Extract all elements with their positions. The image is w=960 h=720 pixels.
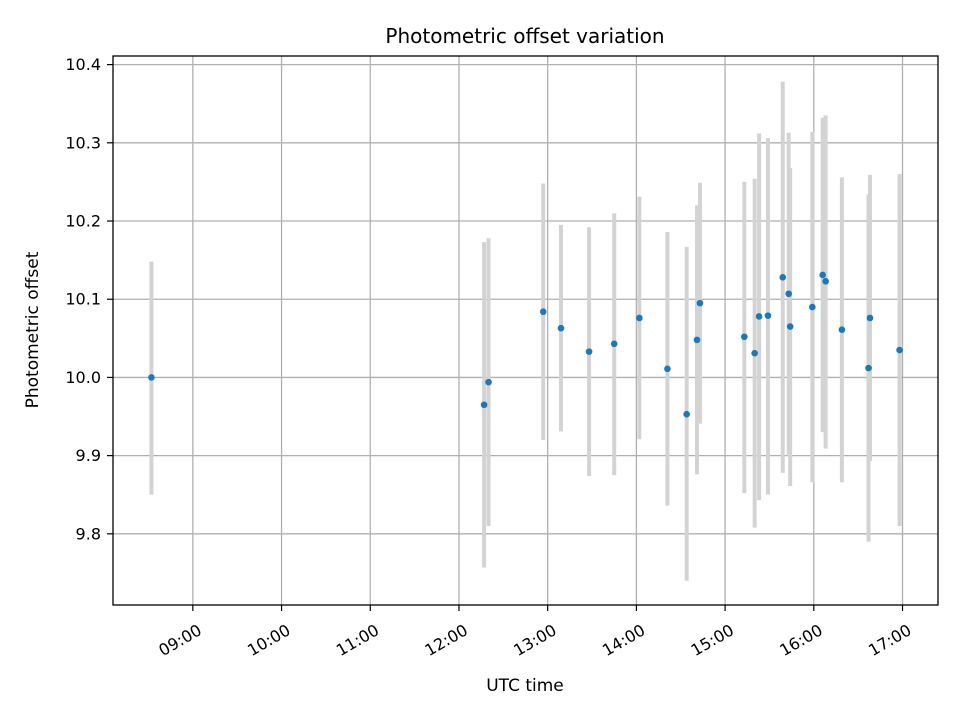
data-point bbox=[865, 364, 872, 372]
data-point bbox=[764, 312, 772, 319]
y-axis-title: Photometric offset bbox=[23, 251, 43, 408]
data-point bbox=[636, 314, 643, 322]
data-point bbox=[539, 308, 547, 316]
data-point bbox=[786, 323, 794, 330]
grid-lines bbox=[113, 56, 938, 605]
data-point bbox=[485, 378, 492, 386]
data-point bbox=[696, 299, 704, 307]
data-point bbox=[896, 346, 903, 354]
y-tick-label: 10.2 bbox=[65, 212, 101, 231]
y-tick-label: 9.9 bbox=[76, 446, 101, 465]
data-point bbox=[480, 401, 488, 409]
y-tick-label: 10.0 bbox=[65, 368, 101, 387]
data-point bbox=[809, 303, 816, 311]
y-tick-label: 10.3 bbox=[65, 133, 101, 152]
data-point bbox=[664, 365, 671, 373]
data-point bbox=[785, 290, 792, 298]
y-tick-label: 9.8 bbox=[76, 524, 101, 543]
data-point bbox=[819, 271, 826, 279]
data-point bbox=[751, 349, 758, 357]
x-axis-title: UTC time bbox=[486, 676, 564, 696]
data-point bbox=[866, 314, 874, 322]
data-point bbox=[557, 324, 565, 332]
plot-frame bbox=[112, 55, 939, 606]
data-point bbox=[779, 274, 787, 281]
data-point bbox=[838, 326, 846, 334]
data-point bbox=[822, 277, 829, 285]
data-point bbox=[148, 374, 155, 381]
data-point bbox=[693, 336, 701, 344]
data-point bbox=[683, 410, 690, 418]
data-point bbox=[741, 333, 748, 341]
data-point bbox=[755, 313, 763, 320]
y-tick-label: 10.1 bbox=[65, 290, 101, 309]
y-axis-ticks: 9.8 9.9 10.0 10.1 10.2 10.3 10.4 bbox=[65, 55, 113, 543]
data-points bbox=[148, 271, 903, 418]
y-tick-label: 10.4 bbox=[65, 55, 101, 74]
data-point bbox=[585, 348, 593, 355]
chart-title: Photometric offset variation bbox=[385, 24, 664, 48]
data-point bbox=[610, 340, 618, 348]
